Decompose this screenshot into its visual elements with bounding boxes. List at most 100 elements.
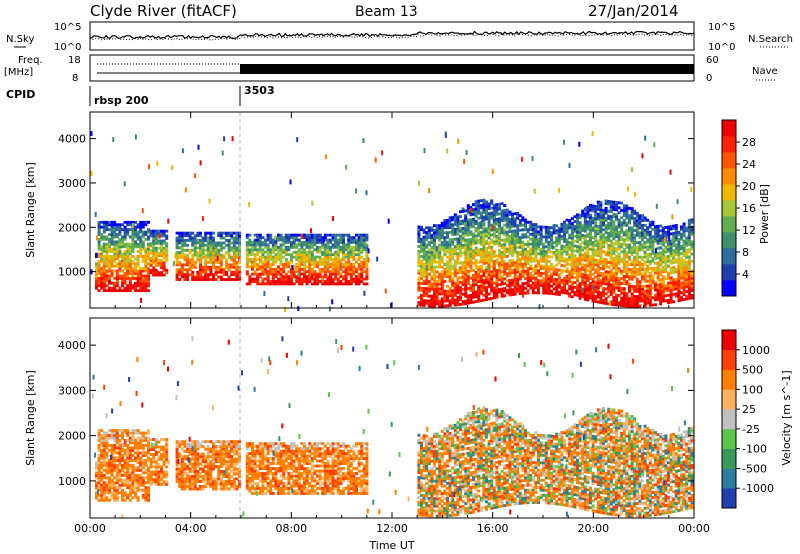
heatmap-cell <box>620 272 624 276</box>
heatmap-cell <box>329 277 332 281</box>
heatmap-cell <box>248 253 252 257</box>
heatmap-cell <box>310 243 314 247</box>
heatmap-cell <box>141 281 145 285</box>
heatmap-cell <box>199 258 202 262</box>
heatmap-cell <box>615 249 618 253</box>
heatmap-cell <box>638 219 642 223</box>
heatmap-cell <box>596 261 600 265</box>
heatmap-cell <box>518 214 522 218</box>
heatmap-cell <box>433 224 436 228</box>
heatmap-cell <box>110 250 114 253</box>
heatmap-cell <box>570 285 574 289</box>
heatmap-cell <box>245 233 249 237</box>
heatmap-cell <box>487 217 491 220</box>
heatmap-cell <box>360 243 364 247</box>
heatmap-cell <box>334 238 338 242</box>
heatmap-cell <box>607 236 611 240</box>
heatmap-cell <box>552 277 556 281</box>
heatmap-cell <box>628 226 631 230</box>
heatmap-cell <box>121 255 124 258</box>
heatmap-cell <box>596 239 600 243</box>
heatmap-cell <box>144 264 148 268</box>
heatmap-cell <box>347 255 351 259</box>
heatmap-cell <box>498 232 501 235</box>
heatmap-cell <box>570 261 574 264</box>
heatmap-cell <box>443 299 447 303</box>
heatmap-cell <box>648 247 652 251</box>
heatmap-cell <box>602 299 605 303</box>
heatmap-cell <box>362 236 366 240</box>
heatmap-cell <box>157 241 161 245</box>
heatmap-cell <box>464 219 468 223</box>
heatmap-cell <box>615 240 618 243</box>
heatmap-cell <box>615 303 618 307</box>
heatmap-cell <box>620 235 624 239</box>
heatmap-cell <box>178 270 182 274</box>
heatmap-cell <box>648 279 652 283</box>
heatmap-cell <box>498 229 501 233</box>
heatmap-cell <box>576 279 579 283</box>
heatmap-cell <box>521 250 525 254</box>
heatmap-cell <box>622 204 626 208</box>
heatmap-cell <box>256 275 260 279</box>
heatmap-cell <box>628 221 631 225</box>
heatmap-cell <box>147 267 150 271</box>
heatmap-cell <box>492 228 496 232</box>
heatmap-cell <box>586 291 590 295</box>
heatmap-cell <box>630 275 634 279</box>
heatmap-cell <box>591 243 595 247</box>
heatmap-cell <box>604 219 608 222</box>
heatmap-cell <box>687 233 691 237</box>
heatmap-cell <box>604 275 608 279</box>
heatmap-cell <box>456 291 460 294</box>
heatmap-cell <box>612 203 616 207</box>
heatmap-cell <box>251 260 254 264</box>
heatmap-cell <box>347 253 351 257</box>
heatmap-cell <box>482 259 486 263</box>
heatmap-cell <box>193 248 197 252</box>
heatmap-cell <box>105 471 109 475</box>
heatmap-cell <box>355 270 358 274</box>
heatmap-cell <box>147 250 150 253</box>
heatmap-cell <box>534 271 538 275</box>
heatmap-cell <box>477 287 481 291</box>
heatmap-cell <box>115 284 119 288</box>
heatmap-cell <box>95 464 98 468</box>
heatmap-cell <box>108 274 111 278</box>
heatmap-cell <box>297 282 301 286</box>
heatmap-cell <box>633 243 637 247</box>
heatmap-cell <box>500 277 504 281</box>
heatmap-cell <box>448 216 452 220</box>
heatmap-cell <box>667 293 670 297</box>
heatmap-cell <box>264 250 267 254</box>
heatmap-cell <box>95 274 98 278</box>
heatmap-cell <box>539 240 543 244</box>
heatmap-cell <box>487 234 491 237</box>
heatmap-cell <box>599 218 603 222</box>
heatmap-cell <box>511 259 514 262</box>
heatmap-cell <box>230 263 234 267</box>
heatmap-cell <box>669 300 673 304</box>
heatmap-cell <box>615 227 618 231</box>
heatmap-cell <box>646 260 650 264</box>
heatmap-cell <box>100 286 104 290</box>
heatmap-cell <box>648 291 652 295</box>
heatmap-cell <box>625 297 629 300</box>
heatmap-cell <box>305 245 309 249</box>
heatmap-cell <box>682 285 686 289</box>
heatmap-cell <box>560 244 564 248</box>
heatmap-cell <box>485 217 488 221</box>
heatmap-cell <box>100 252 104 256</box>
heatmap-cell <box>102 245 106 249</box>
heatmap-cell <box>188 248 192 252</box>
heatmap-cell <box>459 293 462 297</box>
heatmap-cell <box>570 227 574 230</box>
heatmap-cell <box>134 289 137 293</box>
heatmap-cell <box>633 229 637 232</box>
heatmap-cell <box>568 280 572 284</box>
heatmap-cell <box>108 269 111 273</box>
heatmap-cell <box>326 241 330 244</box>
heatmap-cell <box>667 272 670 275</box>
heatmap-cell <box>183 243 187 247</box>
heatmap-cell <box>105 491 109 495</box>
